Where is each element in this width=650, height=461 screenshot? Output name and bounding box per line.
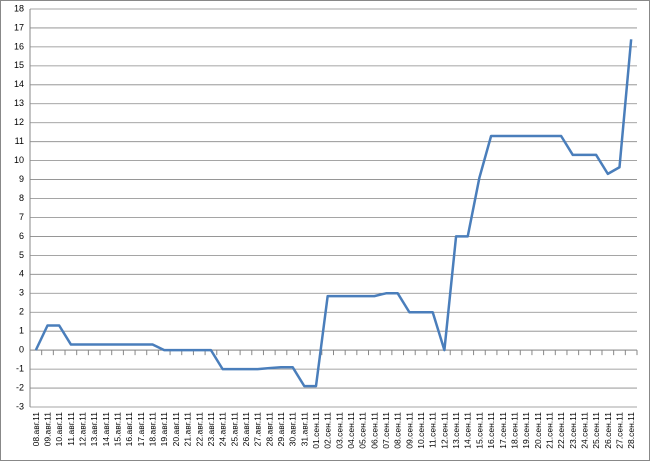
x-tick-label: 31.авг.11: [299, 412, 309, 447]
x-tick-label: 20.сен.11: [533, 412, 543, 449]
x-tick-label: 30.авг.11: [288, 412, 298, 447]
y-tick-label: 10: [14, 155, 24, 165]
y-tick-label: 7: [19, 212, 24, 222]
x-tick-label: 22.авг.11: [194, 412, 204, 447]
x-tick-label: 20.авг.11: [171, 412, 181, 447]
x-tick-label: 27.авг.11: [253, 412, 263, 447]
x-tick-label: 06.сен.11: [369, 412, 379, 449]
y-tick-label: 9: [19, 174, 24, 184]
y-tick-label: 8: [19, 193, 24, 203]
y-tick-label: 1: [19, 326, 24, 336]
x-tick-label: 13.авг.11: [89, 412, 99, 447]
x-tick-label: 18.авг.11: [148, 412, 158, 447]
y-tick-label: 6: [19, 231, 24, 241]
x-tick-label: 23.сен.11: [568, 412, 578, 449]
y-tick-label: 11: [15, 136, 24, 146]
x-tick-label: 27.сен.11: [614, 412, 624, 449]
x-tick-label: 08.авг.11: [31, 412, 41, 447]
y-tick-label: 0: [19, 345, 24, 355]
y-tick-label: 15: [14, 60, 24, 70]
x-tick-label: 09.сен.11: [404, 412, 414, 449]
y-tick-label: 3: [19, 288, 24, 298]
x-tick-label: 24.авг.11: [218, 412, 228, 447]
x-tick-label: 14.авг.11: [101, 412, 111, 447]
y-tick-label: 12: [14, 117, 24, 127]
x-tick-label: 09.авг.11: [43, 412, 53, 447]
x-tick-label: 15.авг.11: [113, 412, 123, 447]
x-tick-label: 04.сен.11: [346, 412, 356, 449]
x-tick-label: 03.сен.11: [334, 412, 344, 449]
y-tick-label: -1: [16, 363, 24, 373]
x-tick-label: 16.сен.11: [486, 412, 496, 449]
x-tick-label: 23.авг.11: [206, 412, 216, 447]
x-tick-label: 10.авг.11: [54, 412, 64, 447]
y-tick-label: 16: [14, 41, 24, 51]
x-tick-label: 17.авг.11: [136, 412, 146, 447]
x-tick-label: 29.авг.11: [276, 412, 286, 447]
y-tick-label: 14: [14, 79, 24, 89]
x-tick-label: 22.сен.11: [556, 412, 566, 449]
x-tick-label: 01.сен.11: [311, 412, 321, 449]
y-tick-label: 18: [14, 3, 24, 13]
x-tick-label: 25.авг.11: [229, 412, 239, 447]
x-tick-label: 25.сен.11: [591, 412, 601, 449]
x-tick-label: 12.сен.11: [439, 412, 449, 449]
x-tick-label: 21.авг.11: [183, 412, 193, 447]
x-tick-label: 13.сен.11: [451, 412, 461, 449]
x-tick-label: 21.сен.11: [544, 412, 554, 449]
y-tick-label: 4: [19, 269, 24, 279]
y-tick-label: -3: [16, 401, 24, 411]
x-tick-label: 07.сен.11: [381, 412, 391, 449]
x-tick-label: 19.сен.11: [521, 412, 531, 449]
x-tick-label: 28.авг.11: [264, 412, 274, 447]
x-tick-label: 11.сен.11: [428, 412, 438, 448]
x-tick-label: 26.авг.11: [241, 412, 251, 447]
y-tick-label: 17: [14, 22, 24, 32]
data-line: [34, 39, 633, 388]
y-tick-label: -2: [16, 382, 24, 392]
x-tick-label: 12.авг.11: [78, 412, 88, 447]
x-tick-label: 26.сен.11: [603, 412, 613, 449]
x-tick-label: 05.сен.11: [358, 412, 368, 449]
x-tick-label: 02.сен.11: [323, 412, 333, 449]
x-tick-label: 14.сен.11: [463, 412, 473, 449]
x-tick-label: 10.сен.11: [416, 412, 426, 449]
y-tick-label: 13: [14, 98, 24, 108]
x-tick-label: 18.сен.11: [509, 412, 519, 449]
y-tick-label: 2: [19, 307, 24, 317]
y-tick-label: 5: [19, 250, 24, 260]
x-tick-label: 19.авг.11: [159, 412, 169, 447]
x-tick-label: 28.сен.11: [626, 412, 636, 449]
x-tick-label: 15.сен.11: [474, 412, 484, 449]
x-tick-label: 17.сен.11: [498, 412, 508, 449]
x-tick-label: 08.сен.11: [393, 412, 403, 449]
x-tick-label: 11.авг.11: [66, 412, 76, 446]
x-tick-label: 24.сен.11: [579, 412, 589, 449]
x-tick-label: 16.авг.11: [124, 412, 134, 447]
